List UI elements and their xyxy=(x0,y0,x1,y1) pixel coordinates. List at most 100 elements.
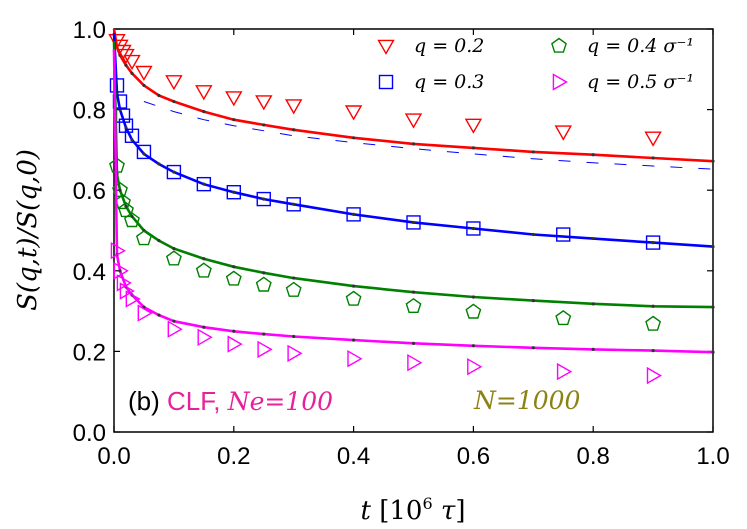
data-point xyxy=(123,54,141,71)
fit-dot xyxy=(292,202,296,206)
fit-dot xyxy=(172,247,176,251)
fit-dot xyxy=(130,71,134,75)
data-point xyxy=(406,215,421,230)
series-1 xyxy=(109,32,715,250)
x-axis-label: t [106 τ] xyxy=(361,494,466,526)
data-point xyxy=(166,164,182,180)
fit-dot xyxy=(411,220,416,225)
data-point xyxy=(165,250,182,266)
data-point xyxy=(556,227,571,242)
fit-dot xyxy=(531,232,535,237)
y-tick-label: 1.0 xyxy=(73,17,106,44)
y-tick-label: 0.4 xyxy=(73,259,106,286)
fit-dot xyxy=(172,319,176,323)
data-point xyxy=(404,113,423,129)
fit-dot xyxy=(157,238,161,243)
data-point xyxy=(110,241,126,260)
fit-dot xyxy=(591,153,595,157)
data-point xyxy=(256,191,271,207)
data-point xyxy=(195,85,213,101)
y-tick-label: 0.6 xyxy=(73,178,106,205)
fit-dot xyxy=(124,126,128,130)
data-point xyxy=(165,75,183,91)
legend-label: q = 0.3 xyxy=(414,71,484,93)
x-tick-label: 0.8 xyxy=(577,443,610,470)
data-point xyxy=(226,185,242,200)
data-point xyxy=(195,262,212,278)
data-point xyxy=(284,99,303,115)
data-point xyxy=(407,353,423,372)
data-point xyxy=(196,176,212,192)
legend-marker xyxy=(377,39,395,55)
fit-dot xyxy=(142,152,146,156)
fit-dot xyxy=(124,63,128,67)
fit-dot xyxy=(262,332,266,336)
fit-dot xyxy=(157,162,161,166)
data-point xyxy=(644,131,662,147)
fit-dot xyxy=(118,269,122,273)
y-tick-label: 0.2 xyxy=(73,339,106,366)
data-point xyxy=(255,276,272,292)
data-point xyxy=(135,65,153,82)
data-point xyxy=(124,128,140,143)
data-point xyxy=(556,362,573,381)
fit-dot xyxy=(118,188,122,192)
data-point xyxy=(167,320,183,338)
fit-dot xyxy=(591,236,595,241)
annotation-param: Ne=100 xyxy=(227,387,333,416)
fit-dot xyxy=(651,304,655,308)
legend-label: q = 0.2 xyxy=(414,35,484,57)
y-tick-label: 0.0 xyxy=(73,420,106,447)
legend-label: q = 0.5 σ⁻¹ xyxy=(587,71,694,93)
series-dashed-line xyxy=(143,101,714,170)
fit-dot xyxy=(232,118,236,122)
data-point xyxy=(137,304,153,322)
data-point xyxy=(405,297,422,313)
data-point xyxy=(116,274,132,292)
data-point xyxy=(645,235,661,250)
series-2 xyxy=(109,41,715,331)
annotation-left: (b) CLF, Ne=100 xyxy=(128,386,333,416)
data-point xyxy=(225,91,243,107)
fit-dot xyxy=(352,212,356,216)
fit-dot xyxy=(262,123,266,127)
fit-dot xyxy=(471,146,475,150)
data-point xyxy=(467,357,483,376)
data-point xyxy=(136,144,152,160)
fit-dot xyxy=(411,142,416,146)
data-point xyxy=(347,349,363,368)
axis-ticks: 0.0 0.2 0.4 0.6 0.8 1.0 0.0 0.2 0.4 0.6 0.8 1.0 xyxy=(73,17,730,470)
series-fit-line xyxy=(112,49,714,354)
x-tick-label: 0.0 xyxy=(97,443,130,470)
plot-frame xyxy=(113,28,714,433)
fit-dot xyxy=(202,257,206,261)
legend: q = 0.2 q = 0.3 q = 0.4 σ⁻¹ q = 0.5 σ⁻¹ xyxy=(377,35,694,93)
data-point xyxy=(225,270,242,286)
data-point xyxy=(346,207,361,222)
x-tick-label: 0.6 xyxy=(457,443,490,470)
fit-dot xyxy=(591,302,595,306)
data-point xyxy=(255,95,273,111)
fit-dot xyxy=(262,271,266,275)
data-point xyxy=(123,212,140,228)
y-axis-label: S(q,t)/S(q,0) xyxy=(13,149,43,311)
fit-dot xyxy=(172,170,176,174)
fit-dot xyxy=(232,265,236,269)
fit-dot xyxy=(157,93,161,98)
legend-marker xyxy=(378,74,394,90)
fit-dot xyxy=(711,245,715,249)
fit-dot xyxy=(172,99,176,104)
data-point xyxy=(285,281,302,297)
fit-dot xyxy=(352,136,356,140)
fit-dot xyxy=(411,290,416,294)
data-point xyxy=(125,290,141,308)
fit-dot xyxy=(411,341,416,345)
fit-dot xyxy=(651,240,655,245)
fit-dot xyxy=(711,159,715,163)
data-point xyxy=(345,290,362,306)
data-point xyxy=(465,303,482,319)
plot-border xyxy=(113,28,714,433)
x-tick-label: 0.4 xyxy=(337,443,370,470)
data-point xyxy=(645,315,662,331)
